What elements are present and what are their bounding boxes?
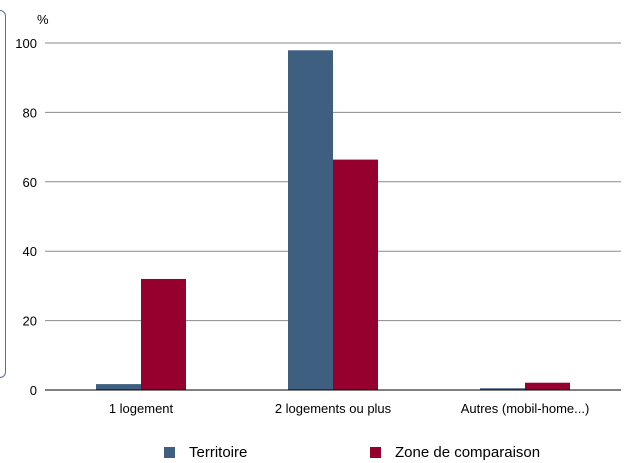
y-tick-label-80: 80 (23, 105, 37, 120)
bar-territoire-1 (288, 50, 333, 391)
legend-label-zone-de-comparaison: Zone de comparaison (395, 444, 541, 461)
bar-chart: % 0 20 40 60 80 100 1 logement 2 logements ou … (15, 12, 621, 416)
bar-zone-de-comparaison-1 (333, 159, 378, 390)
y-tick-label-20: 20 (23, 314, 37, 329)
x-tick-label-2: Autres (mobil-home...) (461, 401, 590, 416)
x-tick-label-1: 2 logements ou plus (275, 401, 392, 416)
y-tick-label-60: 60 (23, 175, 37, 190)
x-axis-labels: 1 logement 2 logements ou plus Autres (mob… (109, 401, 589, 416)
y-tick-label-100: 100 (15, 36, 37, 51)
legend-item-zone-de-comparaison: Zone de comparaison (370, 444, 540, 461)
bar-territoire-0 (96, 384, 141, 390)
bar-zone-de-comparaison-2 (525, 382, 570, 390)
x-tick-label-0: 1 logement (109, 401, 174, 416)
bar-territoire-2 (480, 388, 525, 390)
legend-swatch-zone-de-comparaison (370, 447, 381, 458)
bar-zone-de-comparaison-0 (141, 278, 186, 390)
y-tick-label-40: 40 (23, 244, 37, 259)
y-tick-label-0: 0 (30, 383, 37, 398)
y-axis-ticks: 0 20 40 60 80 100 (15, 36, 37, 398)
y-axis-unit-label: % (37, 12, 49, 27)
legend-item-territoire: Territoire (164, 444, 247, 461)
bars (96, 50, 570, 391)
legend-label-territoire: Territoire (189, 444, 248, 461)
legend-swatch-territoire (164, 447, 175, 458)
